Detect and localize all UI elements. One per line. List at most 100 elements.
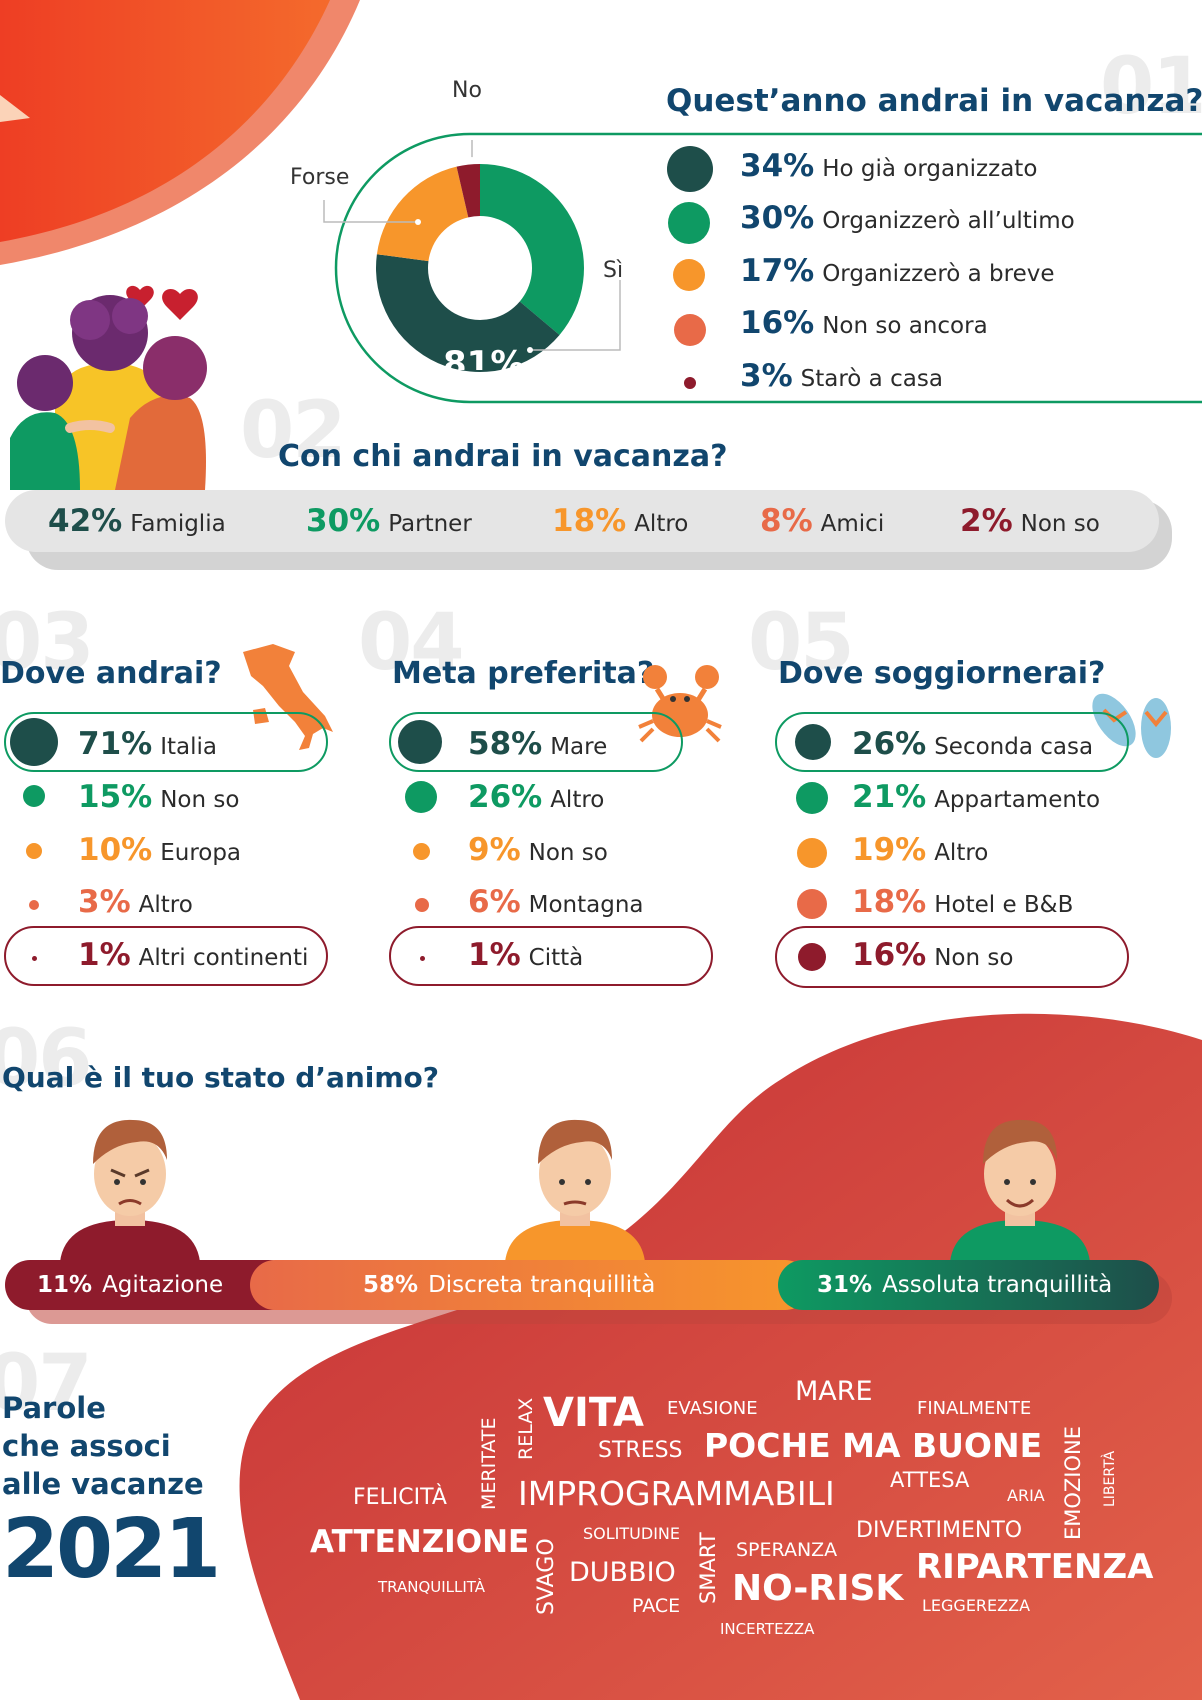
- section-number-06: 06: [0, 1014, 93, 1104]
- legend-label: Organizzerò a breve: [822, 261, 1055, 287]
- section-title-07-line2: che associ: [2, 1429, 171, 1463]
- word: SOLITUDINE: [583, 1524, 680, 1543]
- word: TRANQUILLITÀ: [378, 1578, 486, 1596]
- legend-row: 30% Organizzerò all’ultimo: [740, 200, 1075, 236]
- legend-label: Ho già organizzato: [822, 156, 1038, 182]
- list-item: 71% Italia: [78, 726, 217, 762]
- face-neutral-icon: [505, 1119, 645, 1262]
- legend-dot: [674, 314, 706, 346]
- donut-slice-si-ultimo: [480, 164, 584, 336]
- list-dot: [415, 898, 429, 912]
- legend-dot: [684, 377, 696, 389]
- word: LEGGEREZZA: [922, 1596, 1031, 1615]
- section-title-06: Qual è il tuo stato d’animo?: [2, 1061, 440, 1094]
- companion-item: 18% Altro: [552, 503, 689, 539]
- mood-segment: [778, 1260, 1159, 1310]
- word: ARIA: [1007, 1486, 1045, 1505]
- legend-pct: 16%: [740, 305, 815, 341]
- word: RELAX: [515, 1397, 537, 1460]
- companion-item: 30% Partner: [306, 503, 472, 539]
- list-dot: [798, 943, 826, 971]
- word: ATTENZIONE: [310, 1524, 530, 1560]
- section-number-03: 03: [0, 598, 95, 688]
- section-title-01: Quest’anno andrai in vacanza?: [666, 83, 1202, 119]
- section-title-07-line1: Parole: [2, 1391, 106, 1425]
- word: RIPARTENZA: [916, 1547, 1154, 1587]
- word: EVASIONE: [667, 1398, 758, 1419]
- companion-bar: [5, 490, 1159, 552]
- list-item: 26% Seconda casa: [852, 726, 1094, 762]
- word: VITA: [543, 1390, 644, 1436]
- word: SVAGO: [534, 1538, 559, 1615]
- companion-item: 2% Non so: [960, 503, 1100, 539]
- mood-segment: [5, 1260, 295, 1310]
- mood-item: 58% Discreta tranquillità: [363, 1272, 656, 1298]
- word: IMPROGRAMMABILI: [518, 1474, 835, 1513]
- crab-icon: [638, 665, 722, 743]
- word: FINALMENTE: [917, 1398, 1032, 1419]
- word: POCHE MA BUONE: [704, 1426, 1043, 1465]
- list-dot: [398, 720, 442, 764]
- donut-frame: [334, 132, 1202, 404]
- section-title-07-line3: alle vacanze: [2, 1467, 204, 1501]
- list-dot: [32, 956, 37, 961]
- donut-slice-no: [456, 164, 480, 218]
- list-item: 18% Hotel e B&B: [852, 884, 1074, 920]
- word: STRESS: [598, 1438, 683, 1463]
- section-title-02: Con chi andrai in vacanza?: [278, 439, 728, 474]
- sun-arc-inner: [0, 0, 330, 242]
- companion-item: 8% Amici: [760, 503, 885, 539]
- donut-center-pct: 81%: [443, 344, 525, 370]
- word: ATTESA: [890, 1468, 970, 1492]
- legend-label: Organizzerò all’ultimo: [822, 208, 1075, 234]
- list-item: 1% Città: [468, 937, 584, 973]
- top-item-frame: [4, 712, 328, 772]
- donut-slice-si-organizzato: [376, 254, 560, 372]
- year: 2021: [2, 1502, 221, 1597]
- word: SPERANZA: [736, 1539, 838, 1561]
- leader-dot-forse: [415, 219, 421, 225]
- section-title-03: Dove andrai?: [0, 656, 222, 691]
- list-item: 21% Appartamento: [852, 779, 1101, 815]
- donut-slice-forse: [376, 166, 469, 262]
- legend-pct: 34%: [740, 148, 815, 184]
- donut-label-si: Sì: [603, 258, 624, 283]
- donut-label-no: No: [452, 78, 482, 103]
- legend-dot: [668, 202, 710, 244]
- word: INCERTEZZA: [720, 1620, 815, 1638]
- list-dot: [795, 724, 831, 760]
- family-illustration-icon: [10, 285, 207, 490]
- legend-pct: 17%: [740, 253, 815, 289]
- sun-ray: [0, 95, 30, 122]
- donut-label-forse: Forse: [290, 165, 350, 190]
- leader-line-si: [530, 280, 621, 351]
- legend-row: 17% Organizzerò a breve: [740, 253, 1055, 289]
- list-item: 19% Altro: [852, 832, 989, 868]
- list-dot: [23, 785, 45, 807]
- section-number-05: 05: [748, 598, 855, 688]
- bottom-item-frame: [4, 926, 328, 986]
- list-dot: [405, 781, 437, 813]
- word: EMOZIONE: [1061, 1425, 1085, 1540]
- list-item: 26% Altro: [468, 779, 605, 815]
- section-number-02: 02: [240, 386, 347, 476]
- list-item: 10% Europa: [78, 832, 242, 868]
- section-number-07: 07: [0, 1339, 93, 1429]
- face-agitated-icon: [60, 1119, 200, 1262]
- legend-dot: [673, 259, 705, 291]
- word: NO-RISK: [732, 1568, 904, 1609]
- word: DIVERTIMENTO: [856, 1518, 1023, 1543]
- list-dot: [413, 843, 430, 860]
- legend-dot: [667, 146, 713, 192]
- section-number-01: 01: [1100, 42, 1202, 132]
- bottom-item-frame: [775, 926, 1129, 988]
- section-title-04: Meta preferita?: [392, 656, 655, 691]
- red-blob: [239, 1013, 1202, 1700]
- bottom-item-frame: [389, 926, 713, 986]
- legend-row: 3% Starò a casa: [740, 358, 943, 394]
- mood-segment: [250, 1260, 810, 1310]
- leader-dot-si: [527, 347, 533, 353]
- list-item: 3% Altro: [78, 884, 193, 920]
- list-item: 15% Non so: [78, 779, 240, 815]
